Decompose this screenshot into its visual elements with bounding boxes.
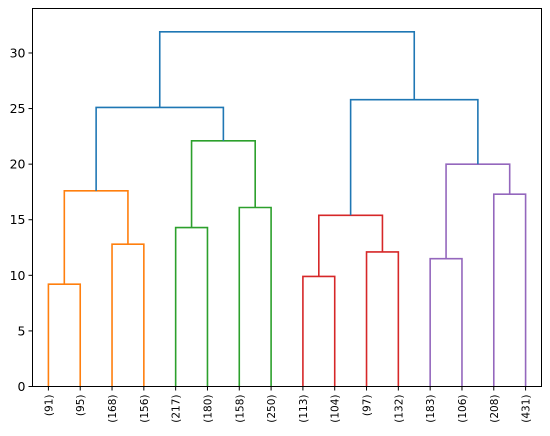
dendrogram-link-6 (302, 275, 336, 387)
y-tick-label: 15 (10, 212, 26, 227)
y-tick-label: 10 (10, 268, 26, 283)
leaf-label: (106) (457, 395, 469, 423)
dendrogram-link-2 (63, 190, 129, 285)
dendrogram-link-4 (238, 206, 272, 387)
leaf-label: (250) (266, 395, 278, 423)
leaf-label: (113) (298, 395, 310, 423)
dendrogram-link-0 (47, 283, 82, 387)
y-tick-label: 0 (18, 379, 26, 394)
dendrogram-link-7 (365, 251, 400, 387)
leaf-label: (431) (521, 395, 533, 423)
y-tick-label: 30 (10, 45, 26, 60)
dendrogram-links (47, 31, 527, 387)
leaf-label: (156) (139, 395, 151, 423)
plot-frame (32, 8, 542, 387)
y-tick-label: 20 (10, 157, 26, 172)
leaf-labels: (91) (95) (168) (156) (217) (180) (158) (250) (1… (43, 386, 533, 423)
dendrogram-link-13 (349, 98, 479, 216)
dendrogram-link-12 (95, 106, 225, 191)
leaf-label: (168) (107, 395, 119, 423)
dendrogram-link-9 (429, 257, 463, 387)
leaf-label: (95) (75, 395, 87, 417)
y-tick-label: 5 (18, 323, 26, 338)
leaf-label: (180) (202, 395, 214, 423)
leaf-label: (208) (489, 395, 501, 423)
dendrogram-link-1 (111, 243, 145, 387)
leaf-label: (97) (362, 395, 374, 417)
y-axis: 0 5 10 15 20 25 30 (10, 45, 33, 394)
dendrogram-link-11 (445, 163, 511, 259)
dendrogram-link-14 (158, 31, 416, 108)
leaf-label: (158) (234, 395, 246, 423)
dendrogram-link-10 (492, 193, 527, 387)
leaf-label: (104) (330, 395, 342, 423)
y-tick-label: 25 (10, 101, 26, 116)
leaf-label: (217) (171, 395, 183, 423)
leaf-label: (91) (43, 395, 55, 417)
dendrogram-link-5 (190, 140, 256, 228)
dendrogram-link-3 (174, 226, 209, 387)
leaf-label: (183) (425, 395, 437, 423)
dendrogram-link-8 (318, 214, 384, 277)
leaf-label: (132) (393, 395, 405, 423)
